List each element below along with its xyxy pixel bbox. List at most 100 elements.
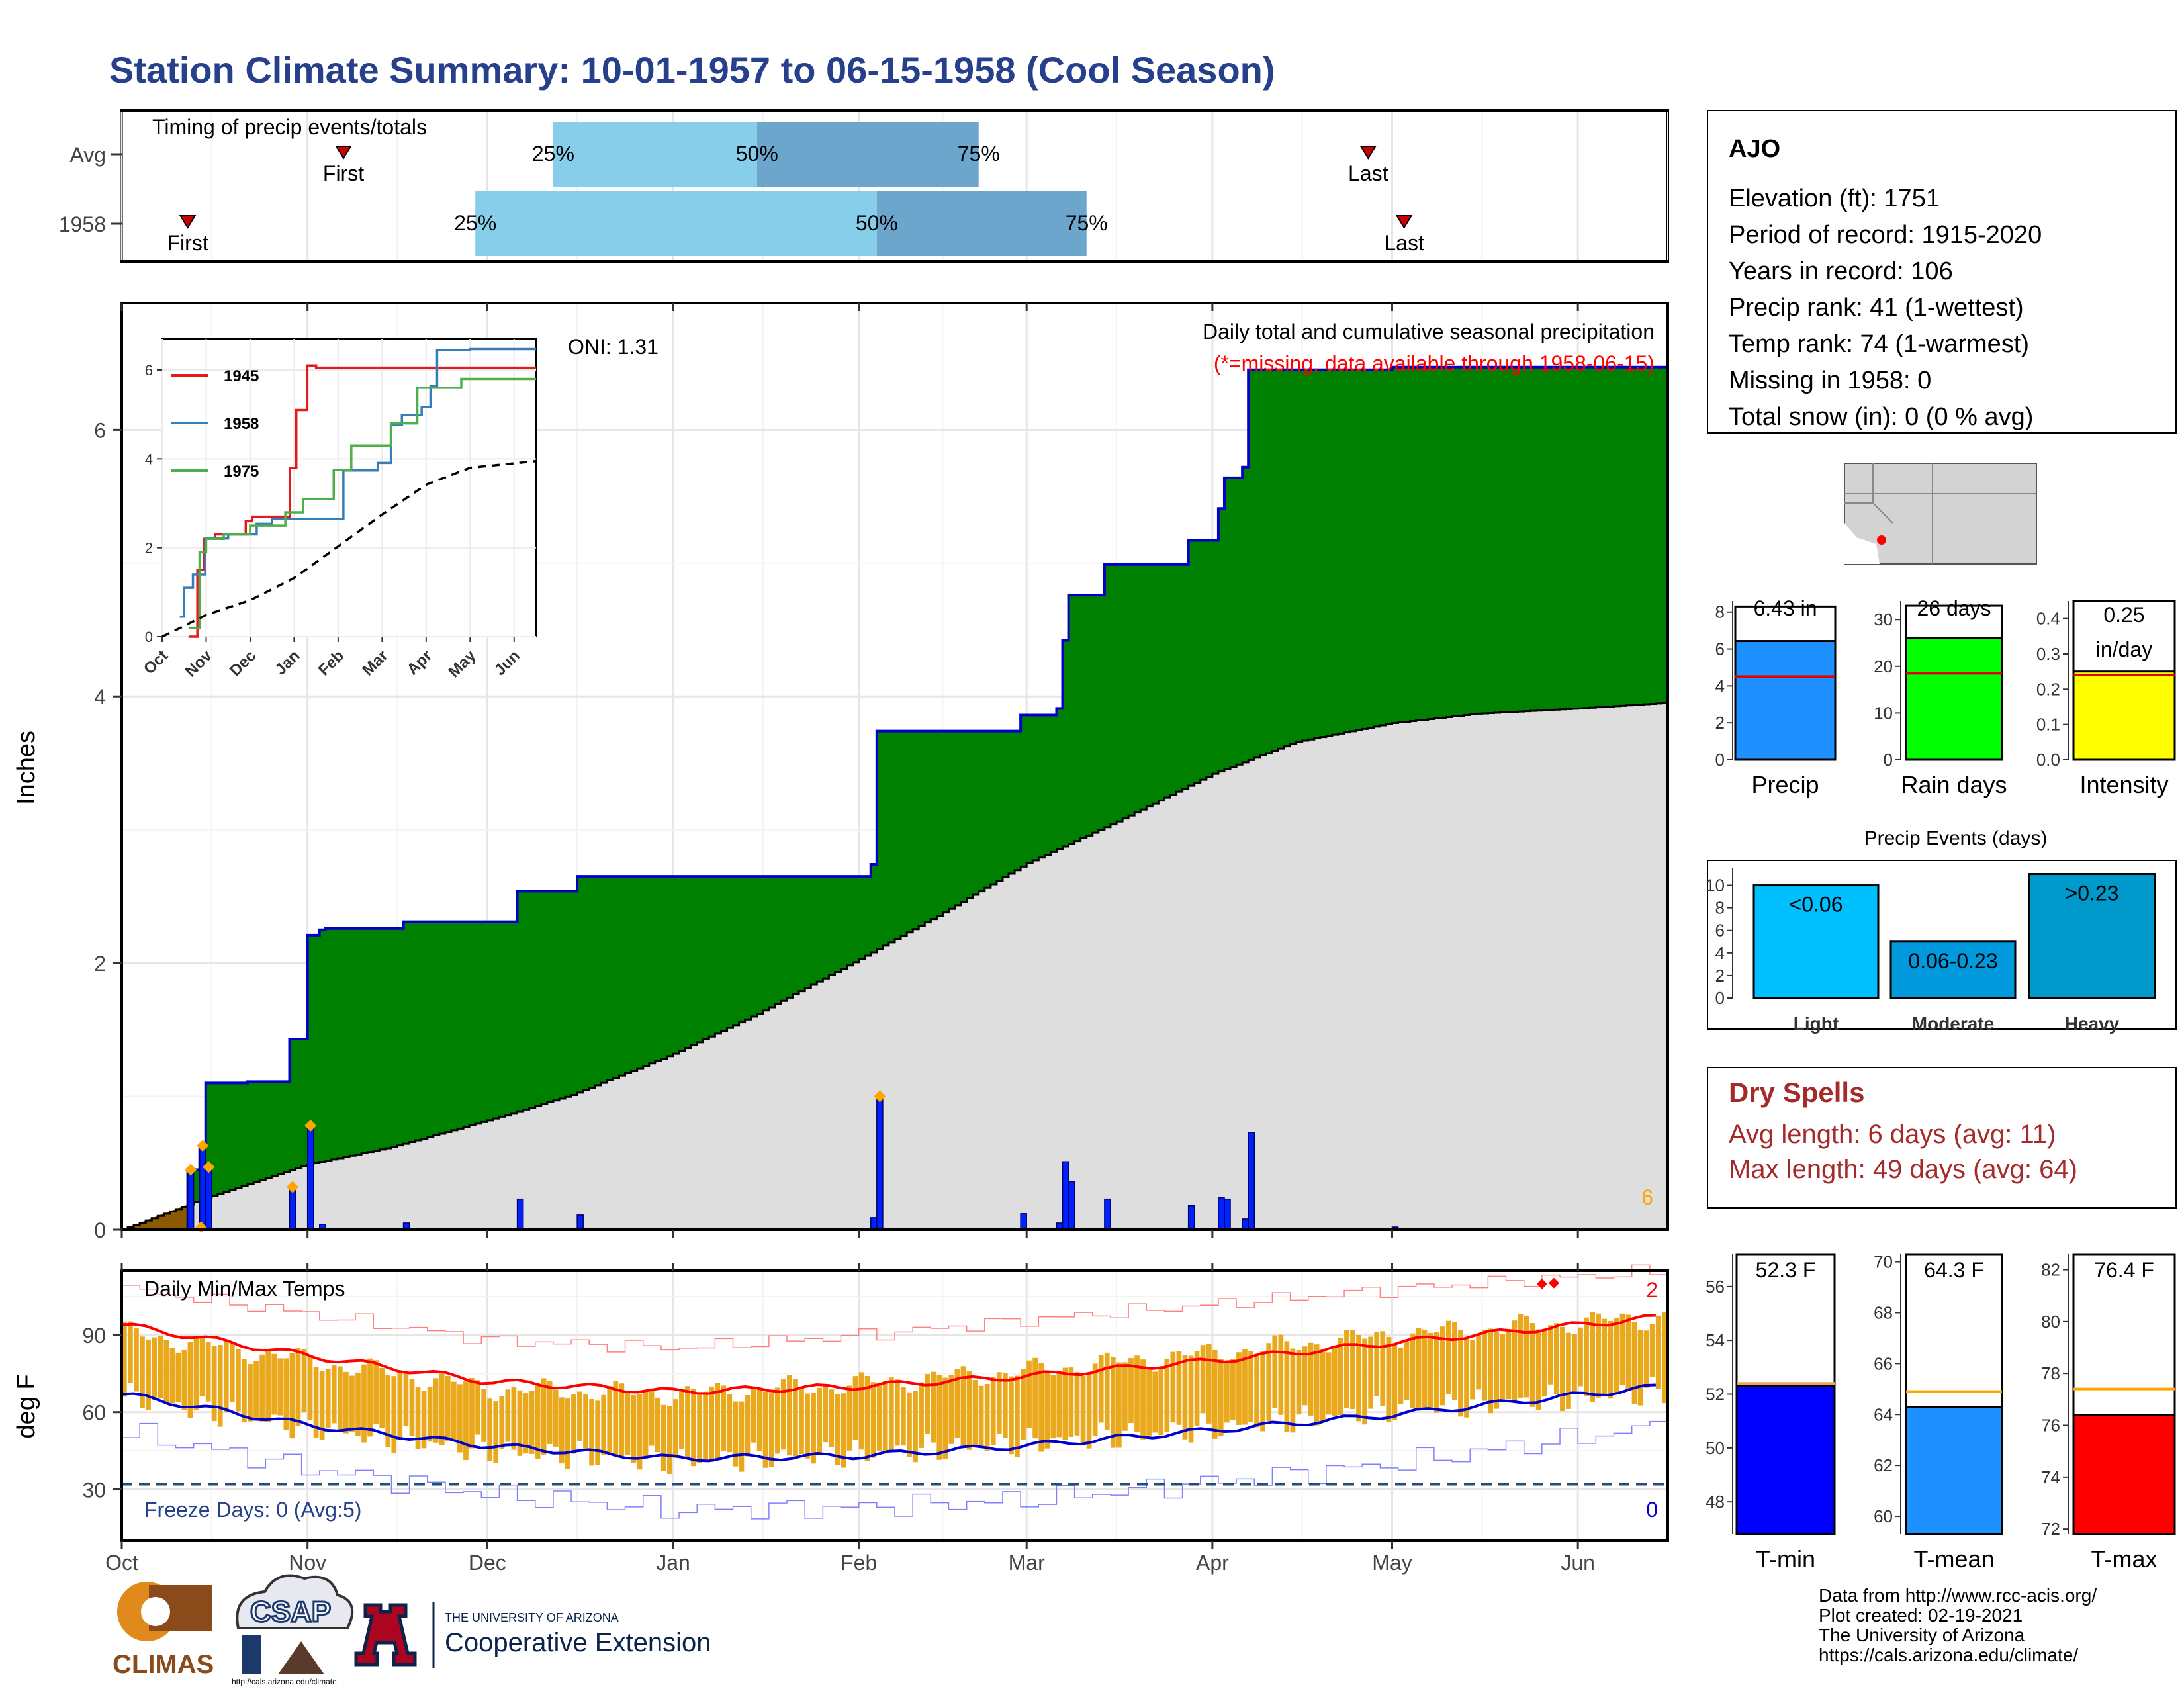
inset-gridlines (161, 339, 536, 637)
daily-temp-bar (643, 1390, 649, 1459)
station-info: AJO Elevation (ft): 1751 Period of record… (1707, 110, 2177, 434)
daily-temp-bar (876, 1384, 882, 1451)
daily-temp-bar (721, 1385, 727, 1451)
daily-temp-bar (1578, 1327, 1583, 1387)
daily-temp-bar (307, 1357, 313, 1420)
small-chart-bar-t-max (2072, 1414, 2176, 1535)
daily-temp-bar (901, 1387, 906, 1446)
daily-precip-bar (205, 1166, 212, 1230)
daily-temp-bar (1547, 1325, 1553, 1385)
daily-temp-bar (715, 1382, 721, 1460)
daily-temp-bar (787, 1375, 792, 1456)
daily-temp-bar (541, 1378, 547, 1455)
daily-temp-bar (1002, 1373, 1008, 1438)
daily-temp-bar (817, 1387, 822, 1455)
footer-line: https://cals.arizona.edu/climate/ (1819, 1645, 2078, 1665)
daily-precip-bar (1068, 1181, 1075, 1230)
small-chart-ytick-label: 82 (2041, 1260, 2060, 1280)
daily-temp-bar (313, 1367, 319, 1438)
small-chart-category-label: T-mean (1913, 1545, 1994, 1573)
small-chart-ytick-label: 4 (1715, 676, 1725, 696)
daily-temp-bar (1602, 1318, 1608, 1396)
daily-temp-bar (739, 1401, 745, 1472)
month-label: May (1372, 1551, 1412, 1575)
daily-temp-bar (211, 1346, 217, 1422)
daily-temp-bar (1122, 1362, 1128, 1431)
daily-temp-bar (1128, 1357, 1134, 1424)
inset-series-1958 (179, 347, 536, 618)
daily-temp-bar (463, 1381, 469, 1460)
timing-first-marker (335, 146, 352, 160)
daily-temp-bar (1236, 1352, 1242, 1425)
daily-temp-bar (181, 1349, 187, 1410)
small-chart-ytick-label: 0.3 (2036, 644, 2060, 664)
daily-temp-bar (1188, 1355, 1194, 1443)
daily-temp-bar (589, 1399, 594, 1466)
daily-temp-bar (559, 1397, 565, 1464)
daily-temp-bar (613, 1381, 619, 1458)
events-bar-label: 0.06-0.23 (1908, 949, 1997, 973)
daily-temp-bar (1428, 1333, 1433, 1410)
climas-logo-text: CLIMAS (113, 1650, 214, 1679)
daily-temp-bar (373, 1360, 379, 1425)
daily-temp-bar (217, 1345, 223, 1427)
daily-temp-bar (511, 1387, 517, 1450)
daily-temp-bar (835, 1394, 841, 1465)
daily-temp-bar (1104, 1352, 1110, 1430)
daily-temp-bar (948, 1375, 954, 1444)
daily-temp-bar (913, 1391, 918, 1463)
timing-label: Timing of precip events/totals (152, 115, 427, 139)
small-chart-ytick-label: 0.0 (2036, 750, 2060, 770)
small-chart-value-label: 26 days (1917, 596, 1991, 620)
temp-panel-frame (120, 1269, 1669, 1542)
temp-title: Daily Min/Max Temps (144, 1277, 345, 1301)
daily-temp-bar (236, 1349, 241, 1412)
daily-temp-bar (649, 1391, 655, 1446)
daily-temp-bar (978, 1385, 984, 1448)
precip-axis: 0 2 4 6 (94, 303, 1579, 1242)
events-bar-heavy (2028, 873, 2156, 999)
small-chart-ytick-label: 10 (1874, 703, 1893, 723)
precip-ylabel: Inches (13, 731, 40, 805)
missing-marker (874, 1090, 886, 1103)
daily-temp-bar (421, 1391, 427, 1449)
daily-precip-bar (1187, 1205, 1195, 1230)
daily-temp-bar (1086, 1373, 1092, 1449)
daily-temp-bar (984, 1383, 990, 1451)
temp-panel: 30 60 90 deg F Daily Min/Max Temps Freeze … (13, 1263, 1669, 1575)
page-title: Station Climate Summary: 10-01-1957 to 0… (109, 49, 1275, 91)
daily-temp-bar (1080, 1375, 1086, 1444)
daily-temp-bar (1512, 1320, 1518, 1402)
daily-temp-bar (660, 1404, 666, 1471)
daily-temp-bar (1320, 1349, 1326, 1422)
ua-bottom-text: Cooperative Extension (445, 1628, 711, 1657)
small-chart-ytick-label: 66 (1874, 1353, 1893, 1373)
daily-temp-bar (655, 1397, 660, 1453)
daily-temp-bar (1248, 1351, 1253, 1422)
timing-first-label: First (323, 161, 364, 185)
daily-temp-bar (565, 1398, 570, 1469)
daily-temp-bar (756, 1388, 762, 1451)
daily-temp-bar (679, 1390, 684, 1449)
small-chart-ytick-label: 0 (1715, 750, 1725, 770)
station-line: Temp rank: 74 (1-warmest) (1729, 330, 2029, 358)
missing-marker (197, 1140, 209, 1152)
timing-quantile-label: 50% (736, 142, 778, 165)
daily-temp-bar (727, 1394, 733, 1453)
daily-temp-bar (1356, 1334, 1361, 1422)
daily-temp-bar (319, 1371, 325, 1440)
timing-first-marker (179, 215, 197, 229)
precip-summary-bars: 0 2 4 6 8 6.43 in Precip 0 10 20 30 26 days Rain day… (1715, 596, 2176, 798)
record-high-marker (1536, 1278, 1547, 1289)
daily-precip-bar (1248, 1132, 1255, 1230)
small-chart-ytick-label: 8 (1715, 602, 1725, 622)
daily-temp-bar (140, 1336, 145, 1408)
daily-temp-bar (666, 1406, 672, 1474)
ua-logo: THE UNIVERSITY OF ARIZONA Cooperative Ex… (354, 1602, 711, 1668)
daily-temp-bar (697, 1392, 702, 1463)
precip-caption: Daily total and cumulative seasonal prec… (1203, 320, 1655, 343)
daily-temp-bar (1032, 1357, 1038, 1439)
daily-temp-bar (271, 1353, 277, 1415)
daily-temp-bar (1637, 1329, 1643, 1406)
timing-rows: Avg 25% 50% 75% First Last 1958 25% 50% 75% First L… (59, 122, 1424, 256)
